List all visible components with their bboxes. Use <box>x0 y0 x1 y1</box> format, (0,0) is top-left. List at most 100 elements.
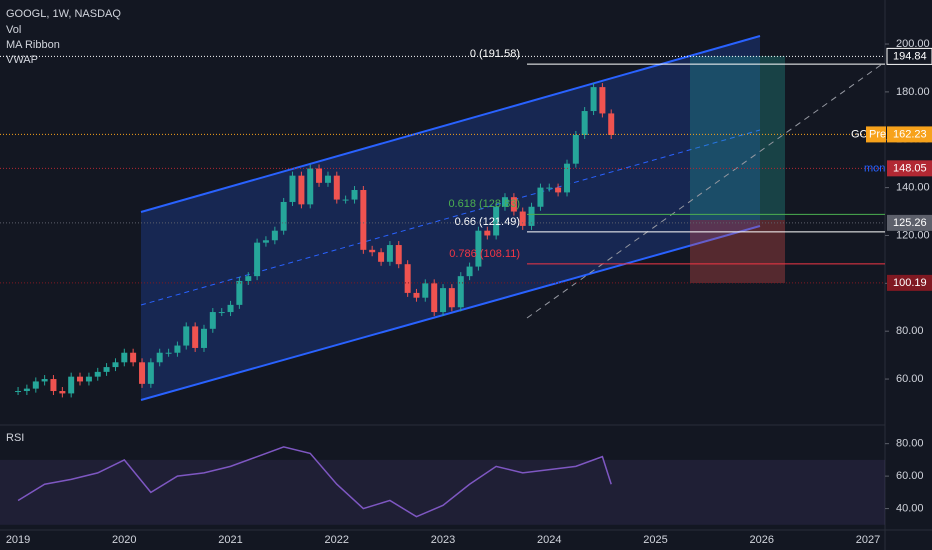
candle-body <box>537 187 544 207</box>
y-tick-label: 180.00 <box>896 86 930 98</box>
candle-body <box>165 352 172 354</box>
candle-body <box>112 362 119 368</box>
candle-body <box>555 187 562 193</box>
candle-body <box>599 87 606 114</box>
price-tag-label: 162.23 <box>893 128 927 140</box>
candle-body <box>50 379 57 392</box>
candle-body <box>23 388 30 392</box>
candle-body <box>404 264 411 293</box>
candle-body <box>608 113 615 135</box>
x-tick-label: 2027 <box>856 534 880 546</box>
candle-body <box>395 245 402 265</box>
candle-body <box>564 163 571 193</box>
fib-label: 0.786 (108.11) <box>449 248 520 260</box>
candle-body <box>289 175 296 202</box>
stop-zone <box>690 220 785 283</box>
x-tick-label: 2021 <box>218 534 242 546</box>
candle-body <box>32 381 39 389</box>
price-tag <box>887 214 932 231</box>
candle-body <box>218 312 225 314</box>
y-tick-label: 40.00 <box>896 502 924 514</box>
x-tick-label: 2025 <box>643 534 667 546</box>
candle-body <box>121 352 128 363</box>
candle-body <box>501 197 508 207</box>
candle-body <box>156 352 163 363</box>
candle-body <box>77 376 84 382</box>
x-tick-label: 2024 <box>537 534 561 546</box>
candle-body <box>581 111 588 135</box>
candle-body <box>493 206 500 236</box>
y-tick-label: 120.00 <box>896 229 930 241</box>
candle-body <box>572 134 579 164</box>
candle-body <box>484 230 491 236</box>
y-tick-label: 60.00 <box>896 470 924 482</box>
candle-body <box>139 362 146 384</box>
price-tag <box>886 47 932 65</box>
candle-body <box>307 168 314 205</box>
price-tag <box>887 274 932 291</box>
trend-line <box>526 61 886 319</box>
fib-label: 0.618 (128.83) <box>448 198 520 210</box>
rsi-title: RSI <box>6 432 24 444</box>
candle-body <box>200 328 207 348</box>
candle-body <box>324 175 331 183</box>
y-tick-label: 80.00 <box>896 325 924 337</box>
tag-box <box>866 126 886 143</box>
tag-prefix: GO <box>851 128 869 140</box>
indicator: VWAP <box>6 54 38 66</box>
candle-body <box>422 283 429 298</box>
fib-label: 0.66 (121.49) <box>455 216 520 228</box>
candle-body <box>41 379 48 382</box>
price-tag-label: 100.19 <box>893 277 927 289</box>
candle-body <box>236 280 243 305</box>
x-tick-label: 2022 <box>325 534 349 546</box>
candle-body <box>271 230 278 241</box>
candle-body <box>528 206 535 226</box>
candle-body <box>85 376 92 382</box>
candle-body <box>68 376 75 394</box>
price-tag <box>887 126 932 143</box>
rsi-band <box>0 459 885 525</box>
candle-body <box>378 252 385 262</box>
target-zone <box>690 56 785 220</box>
x-tick-label: 2019 <box>6 534 30 546</box>
candle-body <box>546 187 553 189</box>
candle-body <box>59 391 66 394</box>
candle-body <box>174 345 181 353</box>
candle-body <box>103 367 110 372</box>
candle-body <box>130 352 137 363</box>
candle-body <box>147 362 154 384</box>
fib-label: 0 (191.58) <box>470 48 520 60</box>
y-tick-label: 140.00 <box>896 182 930 194</box>
price-tag <box>887 160 932 177</box>
candle-body <box>15 391 22 393</box>
candle-body <box>440 288 447 313</box>
price-tag-label: 194.84 <box>893 50 927 62</box>
candle-body <box>192 326 199 348</box>
candle-body <box>431 283 438 313</box>
y-tick-label: 60.00 <box>896 373 924 385</box>
indicator: Vol <box>6 24 21 36</box>
candle-body <box>413 292 420 298</box>
candle-body <box>342 199 349 201</box>
candle-body <box>183 326 190 346</box>
candle-body <box>466 266 473 277</box>
candle-body <box>475 230 482 267</box>
y-tick-label: 80.00 <box>896 438 924 450</box>
candle-body <box>245 276 252 281</box>
candle-body <box>519 211 526 226</box>
tag-prefix: Pre <box>869 128 886 140</box>
symbol: GOOGL, 1W, NASDAQ <box>6 8 121 20</box>
candle-body <box>510 197 517 212</box>
candle-body <box>254 242 261 277</box>
candle-body <box>360 190 367 250</box>
candle-body <box>457 276 464 308</box>
candle-body <box>316 168 323 183</box>
candle-body <box>227 304 234 313</box>
y-tick-label: 200.00 <box>896 38 930 50</box>
candle-body <box>590 87 597 112</box>
channel-fill <box>141 36 760 400</box>
candle-body <box>262 240 269 243</box>
